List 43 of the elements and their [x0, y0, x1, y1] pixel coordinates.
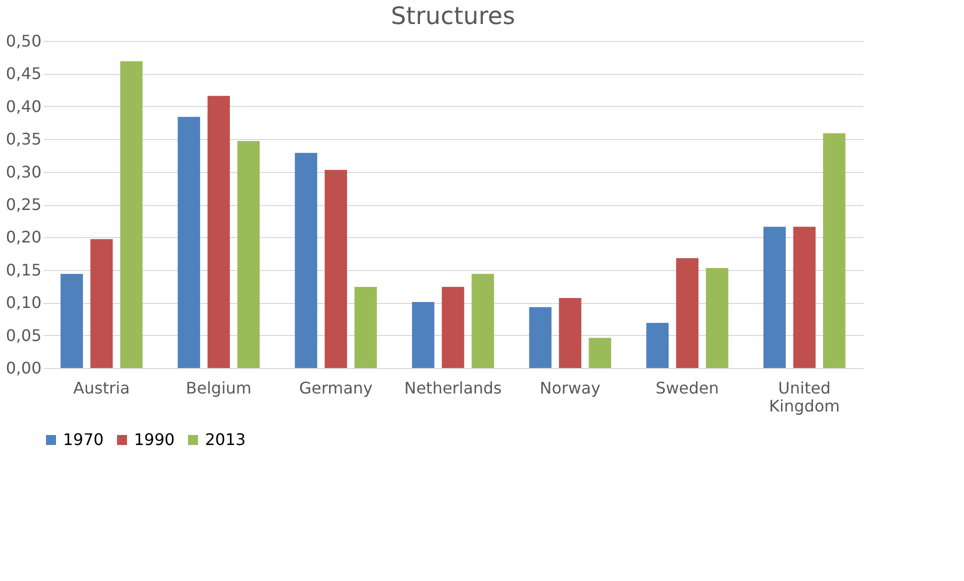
y-tick-label: 0,45 [6, 64, 42, 84]
legend-label: 1970 [63, 430, 104, 449]
bar [90, 239, 113, 368]
y-tick-label: 0,30 [6, 162, 42, 182]
y-tick-label: 0,50 [6, 32, 42, 50]
bar [588, 338, 612, 368]
y-tick-label: 0,25 [6, 195, 42, 214]
bar [354, 286, 377, 368]
bar [442, 286, 464, 368]
x-tick-label: Netherlands [404, 378, 502, 398]
y-tick-label: 0,20 [6, 228, 42, 247]
bar [208, 96, 230, 368]
bar [676, 258, 698, 368]
x-tick-label: United Kingdom [769, 378, 840, 416]
bar [294, 152, 318, 368]
x-tick-label: Germany [299, 378, 373, 398]
bar [178, 116, 200, 368]
y-tick-label: 0,15 [6, 260, 42, 280]
bar [60, 274, 83, 368]
bar [120, 61, 143, 368]
y-tick-label: 0,40 [6, 96, 42, 116]
x-tick-label: Austria [73, 378, 130, 398]
x-tick-label: Belgium [186, 378, 252, 398]
bar [793, 226, 816, 368]
legend-label: 1990 [134, 430, 175, 449]
bar [237, 141, 260, 368]
y-tick-label: 0,35 [6, 130, 42, 149]
bar [646, 322, 669, 368]
bar [324, 170, 348, 368]
bar [763, 226, 786, 368]
bar [412, 302, 434, 368]
chart-title: Structures [390, 2, 516, 30]
y-tick-label: 0,05 [6, 326, 42, 345]
x-tick-label: Sweden [656, 378, 719, 398]
legend-label: 2013 [205, 430, 246, 449]
bar [706, 268, 728, 368]
bar [558, 298, 582, 368]
x-tick-label: Norway [540, 378, 600, 398]
bar [472, 274, 494, 368]
y-tick-label: 0,10 [6, 293, 42, 312]
bar [529, 307, 552, 368]
bar [823, 133, 846, 368]
y-tick-label: 0,00 [6, 358, 42, 378]
